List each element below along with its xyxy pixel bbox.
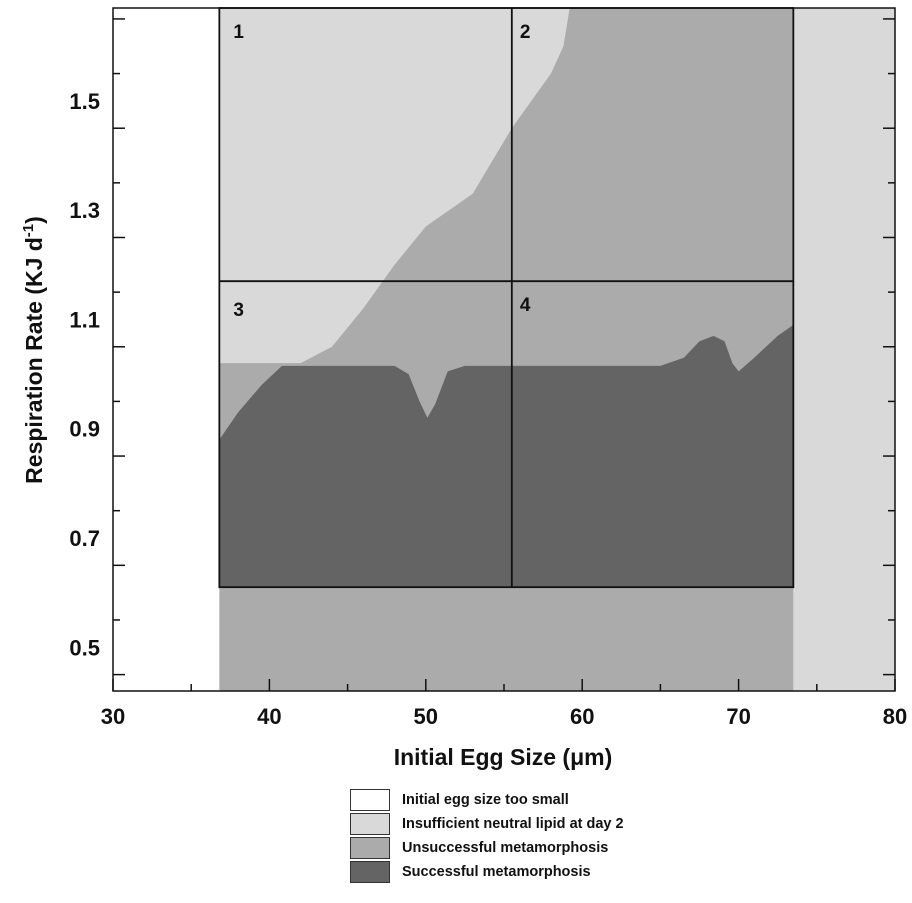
y-tick-label-1.3: 1.3 (69, 198, 100, 223)
legend: Initial egg size too small Insufficient … (350, 788, 624, 884)
legend-label-successful: Successful metamorphosis (402, 864, 591, 880)
y-axis-title-close: ) (21, 216, 47, 224)
y-tick-label-1.1: 1.1 (69, 307, 100, 332)
y-axis-title-superscript: -1 (20, 224, 37, 237)
legend-item-successful: Successful metamorphosis (350, 860, 624, 884)
legend-label-unsuccessful: Unsuccessful metamorphosis (402, 840, 609, 856)
legend-label-too-small: Initial egg size too small (402, 792, 569, 808)
region-insufficient-lipid (219, 8, 570, 364)
legend-item-too-small: Initial egg size too small (350, 788, 624, 812)
y-axis-title-main: Respiration Rate (KJ d (21, 237, 47, 484)
x-tick-label-70: 70 (726, 704, 750, 729)
legend-item-unsuccessful: Unsuccessful metamorphosis (350, 836, 624, 860)
quadrant-label-1: 1 (233, 22, 244, 43)
x-axis-tick-labels: 30 40 50 60 70 80 (101, 704, 907, 729)
y-tick-label-1.5: 1.5 (69, 89, 100, 114)
legend-swatch-unsuccessful (350, 837, 390, 859)
x-tick-label-80: 80 (883, 704, 907, 729)
quadrant-label-2: 2 (520, 22, 531, 43)
y-axis-tick-labels: 0.5 0.7 0.9 1.1 1.3 1.5 (69, 89, 100, 660)
quadrant-label-4: 4 (520, 295, 531, 316)
chart: 1 2 3 4 30 40 50 60 70 80 0.5 0.7 0.9 1.… (20, 7, 907, 770)
legend-swatch-too-small (350, 789, 390, 811)
legend-label-lipid: Insufficient neutral lipid at day 2 (402, 816, 624, 832)
quadrant-label-3: 3 (233, 300, 244, 321)
x-axis-ticks (112, 679, 896, 691)
x-tick-label-40: 40 (257, 704, 281, 729)
y-axis-title: Respiration Rate (KJ d-1) (20, 216, 47, 484)
quadrant-labels: 1 2 3 4 (233, 22, 530, 321)
legend-swatch-successful (350, 861, 390, 883)
x-tick-label-60: 60 (570, 704, 594, 729)
x-tick-label-50: 50 (414, 704, 438, 729)
y-tick-label-0.9: 0.9 (69, 417, 100, 442)
region-successful (219, 324, 794, 588)
y-tick-label-0.5: 0.5 (69, 635, 100, 660)
x-tick-label-30: 30 (101, 704, 125, 729)
y-axis-ticks (113, 18, 895, 676)
x-axis-title: Initial Egg Size (μm) (394, 744, 613, 770)
legend-swatch-lipid (350, 813, 390, 835)
chart-regions (113, 8, 895, 691)
region-right-light (793, 8, 895, 691)
legend-item-lipid: Insufficient neutral lipid at day 2 (350, 812, 624, 836)
y-tick-label-0.7: 0.7 (69, 526, 100, 551)
